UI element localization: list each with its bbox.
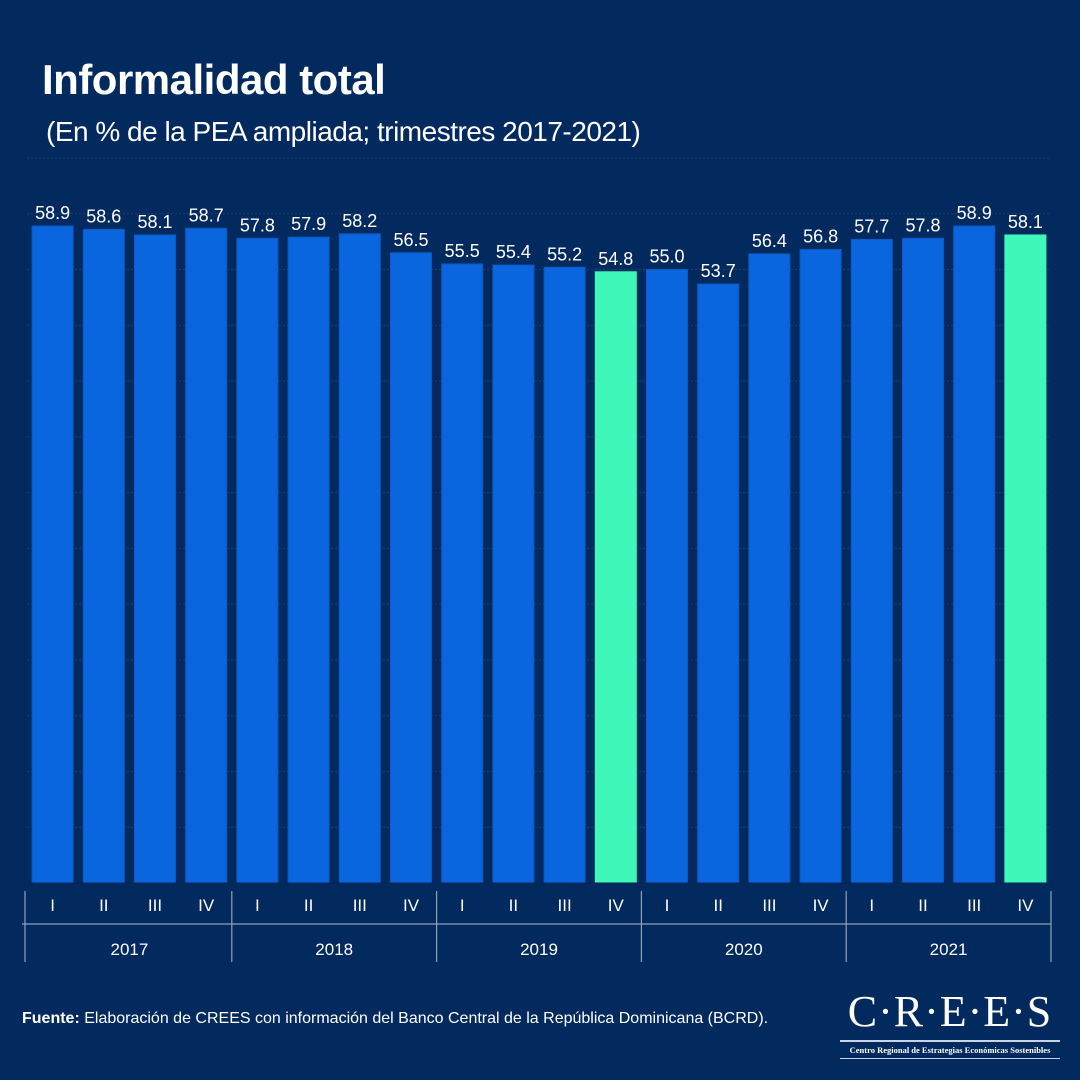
quarter-tick-label: I [869, 896, 874, 915]
quarter-tick-label: IV [198, 896, 215, 915]
data-label: 56.8 [803, 226, 838, 246]
quarter-tick-label: III [558, 896, 572, 915]
bar [390, 252, 432, 884]
bar [953, 225, 996, 884]
source-note: Fuente: Elaboración de CREES con informa… [22, 1010, 768, 1028]
data-label: 57.7 [854, 216, 889, 236]
logo-divider-bottom [840, 1058, 1060, 1059]
chart-title: Informalidad total [42, 56, 386, 103]
bar [82, 228, 125, 884]
data-label: 56.5 [393, 230, 428, 250]
quarter-tick-label: II [918, 896, 927, 915]
bar [697, 283, 740, 884]
bar-chart: 58.9I58.6II58.1III58.7IV57.8I57.9II58.2I… [22, 157, 1052, 962]
quarter-tick-label: IV [1017, 896, 1034, 915]
quarter-tick-label: III [967, 896, 981, 915]
data-label: 53.7 [701, 261, 736, 281]
chart-subtitle: (En % de la PEA ampliada; trimestres 201… [46, 116, 641, 147]
quarter-tick-label: II [304, 896, 313, 915]
year-tick-label: 2021 [930, 940, 968, 959]
data-label: 57.8 [905, 215, 940, 235]
data-label: 58.2 [342, 211, 377, 231]
bar [902, 237, 944, 884]
data-label: 58.1 [137, 212, 172, 232]
quarter-tick-label: I [255, 896, 260, 915]
quarter-tick-label: I [50, 896, 55, 915]
year-tick-label: 2019 [520, 940, 558, 959]
data-label: 55.5 [445, 241, 480, 261]
data-label: 57.9 [291, 214, 326, 234]
bar-highlighted [1004, 234, 1047, 884]
data-label: 58.9 [957, 203, 992, 223]
quarter-tick-label: IV [608, 896, 625, 915]
data-label: 55.4 [496, 242, 531, 262]
data-label: 57.8 [240, 215, 275, 235]
bar [850, 238, 893, 884]
logo-tagline: Centro Regional de Estrategias Económica… [849, 1045, 1051, 1055]
bar-highlighted [594, 271, 637, 884]
logo-name: C·R·E·E·S [847, 987, 1053, 1036]
quarter-tick-label: IV [813, 896, 830, 915]
quarter-tick-label: II [99, 896, 108, 915]
bar [287, 236, 330, 884]
year-tick-label: 2020 [725, 940, 763, 959]
data-label: 58.9 [35, 203, 70, 223]
data-label: 56.4 [752, 231, 787, 251]
source-label: Fuente: [22, 1010, 80, 1027]
bar [441, 263, 484, 884]
quarter-tick-label: II [509, 896, 518, 915]
data-label: 58.6 [86, 206, 121, 226]
quarter-tick-label: I [665, 896, 670, 915]
quarter-tick-label: I [460, 896, 465, 915]
source-text: Elaboración de CREES con información del… [79, 1010, 769, 1027]
quarter-tick-label: IV [403, 896, 420, 915]
data-label: 58.1 [1008, 212, 1043, 232]
bar [185, 227, 228, 884]
bar [748, 253, 791, 884]
bar [492, 264, 535, 884]
year-tick-label: 2017 [110, 940, 148, 959]
quarter-tick-label: II [713, 896, 722, 915]
data-label: 54.8 [598, 249, 633, 269]
data-label: 55.0 [649, 247, 684, 267]
quarter-tick-label: III [353, 896, 367, 915]
bar [646, 269, 688, 884]
quarter-tick-label: III [148, 896, 162, 915]
bar [236, 237, 279, 884]
bar [799, 248, 842, 884]
bar [134, 234, 176, 884]
logo-divider [840, 1040, 1060, 1042]
data-label: 58.7 [189, 205, 224, 225]
bar [338, 233, 381, 884]
year-tick-label: 2018 [315, 940, 353, 959]
bar [31, 225, 74, 884]
crees-logo: C·R·E·E·S Centro Regional de Estrategias… [840, 988, 1060, 1059]
bar [543, 266, 586, 884]
quarter-tick-label: III [762, 896, 776, 915]
data-label: 55.2 [547, 244, 582, 264]
